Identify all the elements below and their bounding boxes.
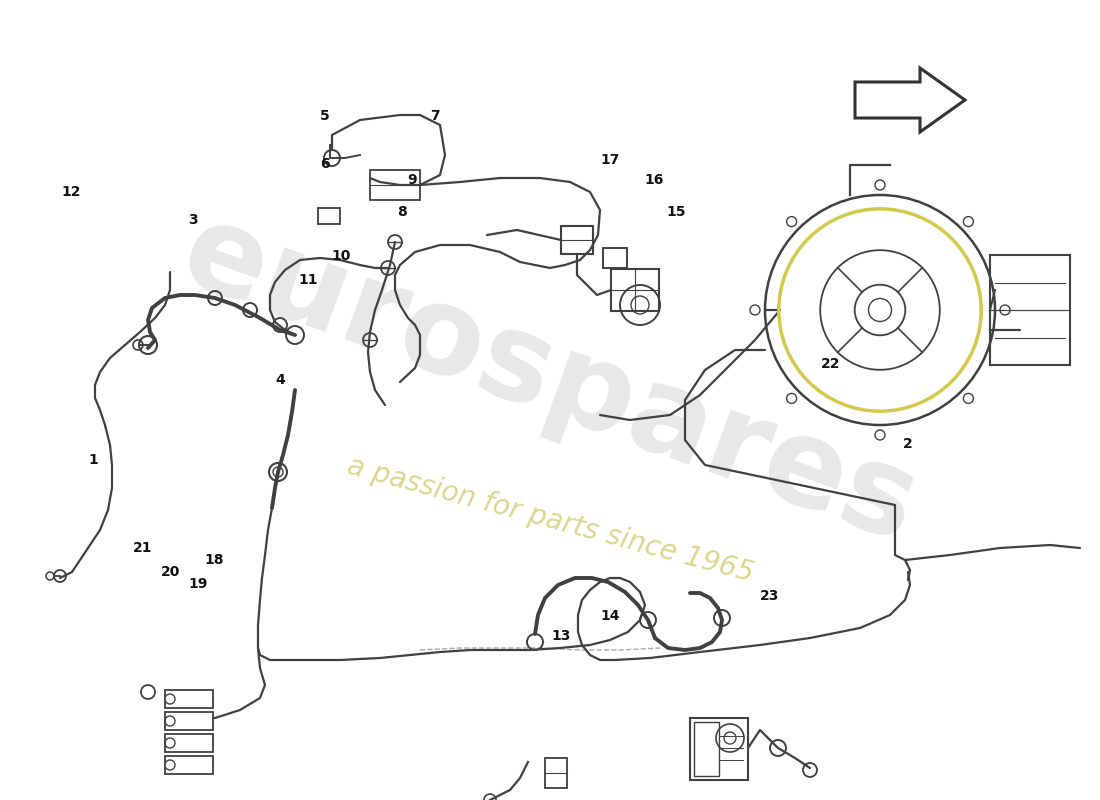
- Bar: [544, 758, 566, 788]
- Bar: [603, 248, 627, 268]
- Text: 22: 22: [821, 357, 840, 371]
- Bar: [165, 712, 213, 730]
- Text: 17: 17: [601, 153, 620, 167]
- Bar: [610, 269, 659, 311]
- Text: 14: 14: [601, 609, 620, 623]
- Text: 18: 18: [205, 553, 224, 567]
- Text: 20: 20: [161, 565, 180, 579]
- Text: 3: 3: [188, 213, 197, 227]
- Text: a passion for parts since 1965: a passion for parts since 1965: [343, 452, 757, 588]
- Text: 8: 8: [397, 205, 406, 219]
- Text: eurospares: eurospares: [167, 193, 933, 567]
- Text: 10: 10: [331, 249, 351, 263]
- Bar: [165, 756, 213, 774]
- Bar: [561, 226, 593, 254]
- Text: 5: 5: [320, 109, 329, 123]
- Text: 16: 16: [645, 173, 664, 187]
- Text: 7: 7: [430, 109, 439, 123]
- Bar: [165, 734, 213, 752]
- Text: 9: 9: [408, 173, 417, 187]
- Text: 12: 12: [62, 185, 81, 199]
- Text: 23: 23: [760, 589, 780, 603]
- Text: 21: 21: [133, 541, 153, 555]
- Text: 1: 1: [89, 453, 98, 467]
- Text: 11: 11: [298, 273, 318, 287]
- Text: 15: 15: [667, 205, 686, 219]
- Text: 4: 4: [276, 373, 285, 387]
- Bar: [690, 718, 748, 780]
- Bar: [165, 690, 213, 708]
- Bar: [694, 722, 719, 776]
- Text: 13: 13: [551, 629, 571, 643]
- Text: 2: 2: [903, 437, 912, 451]
- Bar: [990, 255, 1070, 365]
- Text: 6: 6: [320, 157, 329, 171]
- Text: 19: 19: [188, 577, 208, 591]
- Bar: [318, 208, 340, 224]
